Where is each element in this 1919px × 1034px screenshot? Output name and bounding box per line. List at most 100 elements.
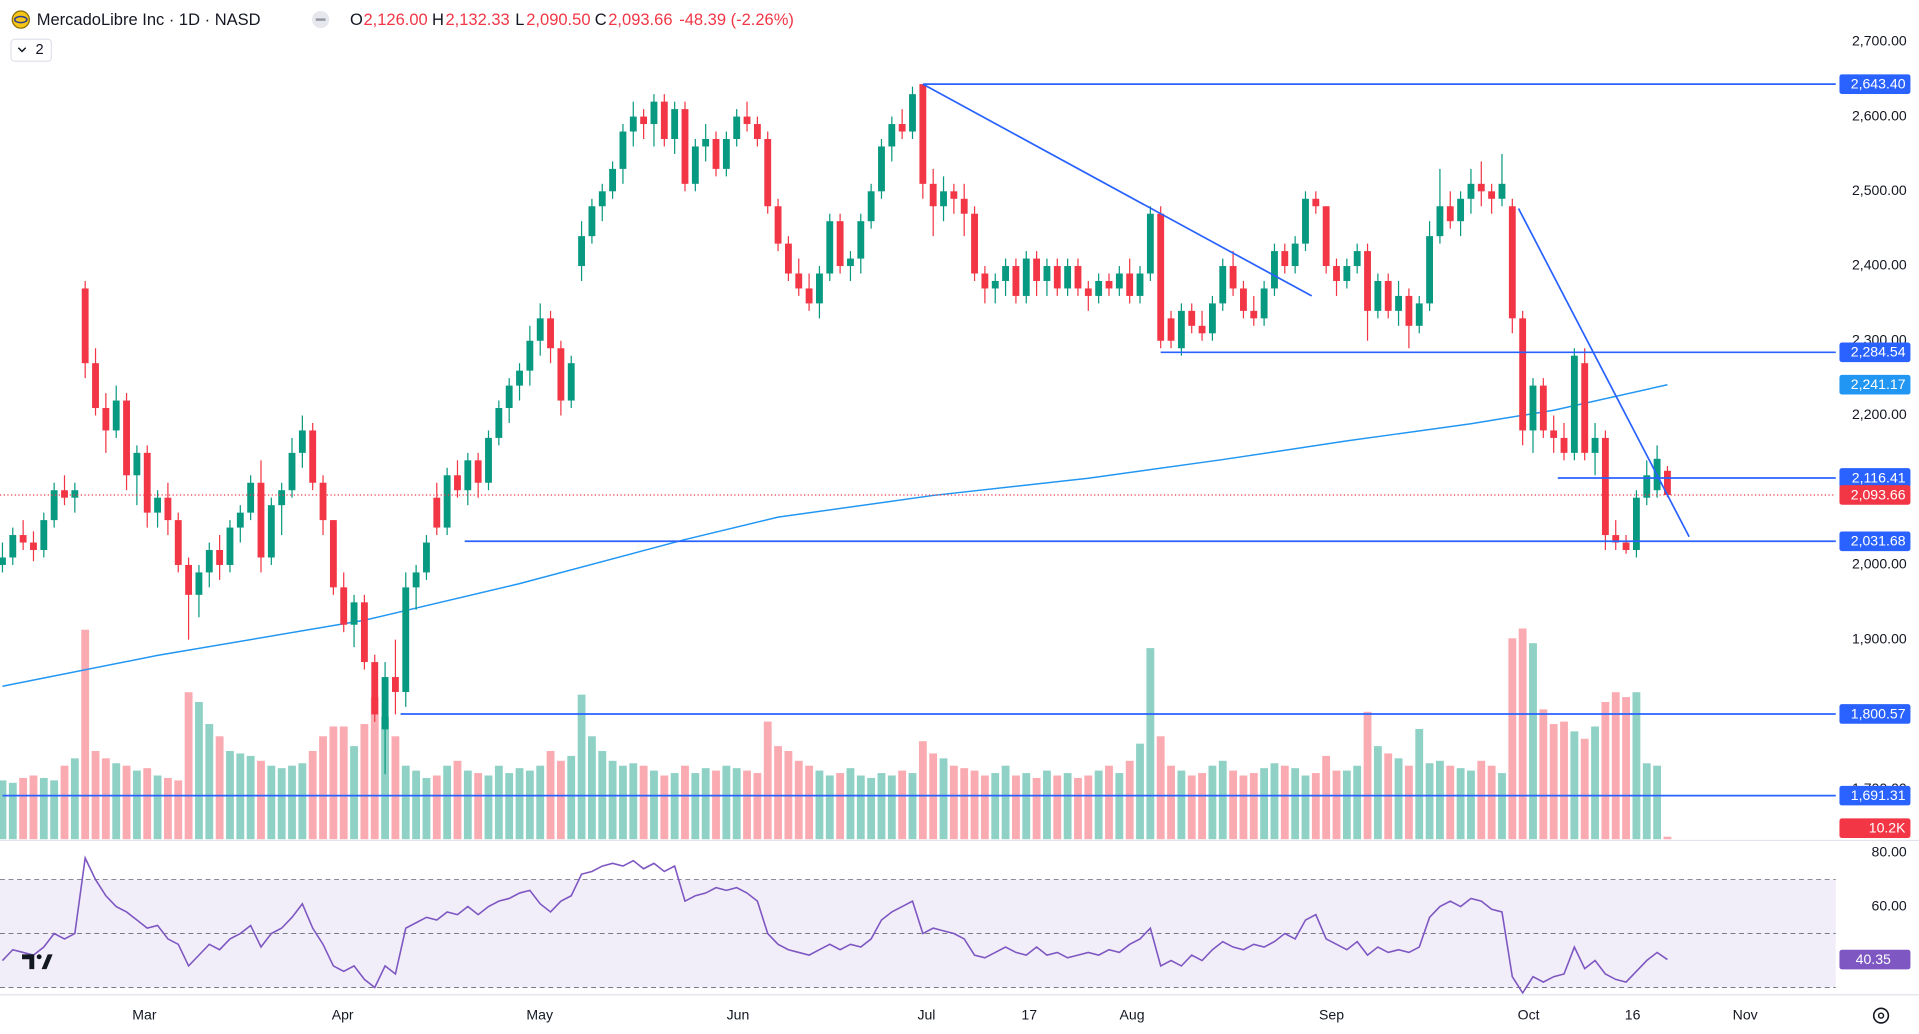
volume-bar — [1084, 775, 1093, 840]
change: -48.39 (-2.26%) — [679, 10, 794, 29]
volume-bar — [298, 763, 307, 840]
candle-body — [154, 497, 161, 513]
volume-bar — [494, 765, 503, 840]
volume-bar — [587, 736, 596, 840]
candle-body — [640, 116, 648, 125]
rsi-pane: 80.00 60.00 40.35 — [0, 843, 1911, 995]
volume-bar — [1394, 758, 1403, 840]
volume-bar — [867, 777, 876, 840]
last-price-label-text: 2,093.66 — [1851, 486, 1906, 502]
candle-body — [940, 191, 947, 207]
candle-body — [1508, 206, 1516, 319]
logo-part — [36, 954, 42, 960]
candle-body — [164, 497, 172, 521]
volume-bar — [70, 758, 79, 840]
volume-bar — [463, 770, 472, 840]
candle-body — [578, 236, 586, 267]
volume-bar — [1591, 726, 1599, 840]
candle-body — [1405, 295, 1413, 326]
drawings-layer — [0, 83, 1836, 797]
hline-label: 2,116.41 — [1839, 468, 1911, 488]
candle-body — [1570, 355, 1578, 453]
volume-bar — [1560, 721, 1568, 840]
hline-label-box — [1839, 342, 1911, 363]
volume-bar — [1053, 775, 1062, 840]
volume-bar — [1425, 763, 1434, 840]
rsi-tick-label: 60.00 — [1872, 897, 1907, 913]
volume-bar — [877, 773, 886, 840]
ohlc-key: O — [350, 10, 363, 29]
candle-body — [81, 288, 89, 364]
y-tick-label: 2,500.00 — [1852, 182, 1907, 198]
candle-body — [50, 490, 58, 521]
x-tick-label: Sep — [1319, 1006, 1344, 1022]
x-tick-label: Aug — [1120, 1006, 1145, 1022]
candle-body — [92, 363, 99, 409]
candle-body — [1322, 206, 1330, 267]
volume-bar — [1570, 731, 1579, 840]
volume-bar — [722, 765, 731, 840]
volume-bar — [1249, 773, 1258, 840]
candle-body — [1622, 542, 1630, 551]
candle-body — [371, 662, 379, 715]
candle-body — [1240, 288, 1247, 311]
candle-body — [1488, 191, 1496, 199]
candle-body — [1043, 266, 1051, 281]
candle-body — [1529, 385, 1537, 431]
chevron — [17, 47, 27, 53]
candle-body — [1291, 243, 1299, 267]
volume-bar — [1177, 770, 1186, 840]
volume-bar — [329, 726, 338, 840]
candle-body — [826, 221, 834, 274]
candle-body — [40, 520, 48, 551]
tv-logo — [22, 954, 53, 970]
volume-bar — [1632, 692, 1641, 840]
candle-body — [1002, 266, 1010, 281]
candle-body — [909, 94, 916, 132]
candle-body — [619, 131, 627, 169]
candle-body — [898, 124, 906, 132]
y-tick-label: 1,900.00 — [1852, 630, 1907, 646]
hline-label-text: 2,643.40 — [1851, 75, 1906, 91]
y-tick-label: 2,000.00 — [1852, 556, 1907, 572]
candle-body — [784, 243, 792, 274]
indicators-toggle[interactable] — [10, 38, 53, 62]
volume-bar — [1218, 760, 1227, 840]
candle-body — [1477, 183, 1485, 192]
volume-bar — [1611, 692, 1620, 840]
volume-bar — [184, 692, 193, 840]
candle-body — [536, 318, 544, 341]
candle-body — [971, 213, 978, 274]
volume-bar — [536, 765, 545, 840]
candle-body — [888, 124, 896, 147]
indicator-count: 2 — [35, 42, 43, 58]
volume-bar — [908, 773, 917, 840]
symbol-title: MercadoLibre Inc · 1D · NASD — [37, 10, 261, 29]
y-tick-label: 2,200.00 — [1852, 406, 1907, 422]
volume-bar — [515, 768, 524, 840]
volume-bar — [556, 760, 565, 840]
candle-body — [1250, 310, 1258, 319]
volume-bar — [525, 770, 534, 840]
candle-body — [1115, 273, 1123, 289]
candle-body — [1260, 288, 1268, 319]
logo-part — [22, 954, 35, 970]
volume-bar — [1353, 765, 1362, 840]
candle-body — [981, 273, 989, 289]
volume-bar — [743, 770, 751, 840]
settings-icon[interactable] — [1872, 1007, 1890, 1024]
candle-body — [185, 564, 193, 595]
candle-body — [319, 482, 327, 521]
volume-bar — [918, 741, 927, 840]
candle-body — [236, 512, 244, 528]
volume-bar — [132, 770, 141, 840]
volume-bar — [815, 770, 824, 840]
candle-body — [412, 572, 420, 588]
ohlc-value: 2,093.66 — [608, 10, 672, 29]
candle-body — [774, 206, 782, 244]
gear[interactable] — [1872, 1007, 1890, 1024]
candle-body — [267, 505, 275, 558]
volume-bar — [422, 777, 431, 840]
candle-body — [1591, 437, 1599, 453]
volume-bar — [474, 773, 483, 840]
